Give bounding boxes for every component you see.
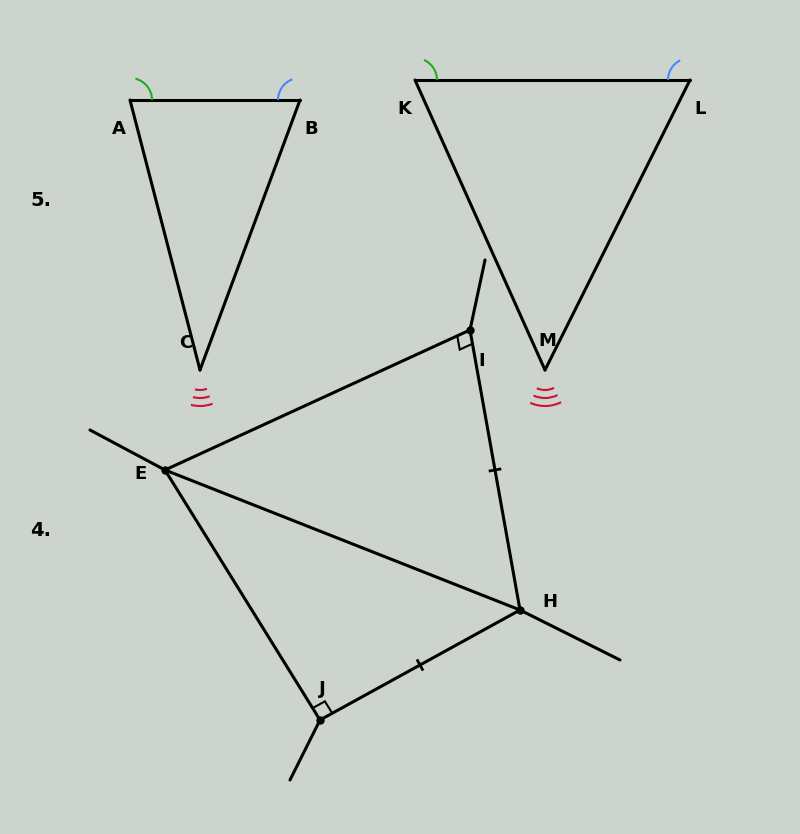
- Text: 5.: 5.: [30, 190, 51, 209]
- Text: M: M: [538, 332, 556, 350]
- Text: A: A: [112, 120, 126, 138]
- Text: 4.: 4.: [30, 520, 51, 540]
- Text: I: I: [478, 352, 485, 370]
- Text: E: E: [134, 465, 147, 483]
- Text: J: J: [318, 680, 326, 698]
- Text: L: L: [694, 100, 706, 118]
- Text: H: H: [542, 593, 557, 611]
- Text: K: K: [397, 100, 411, 118]
- Text: B: B: [304, 120, 318, 138]
- Text: C: C: [178, 334, 192, 352]
